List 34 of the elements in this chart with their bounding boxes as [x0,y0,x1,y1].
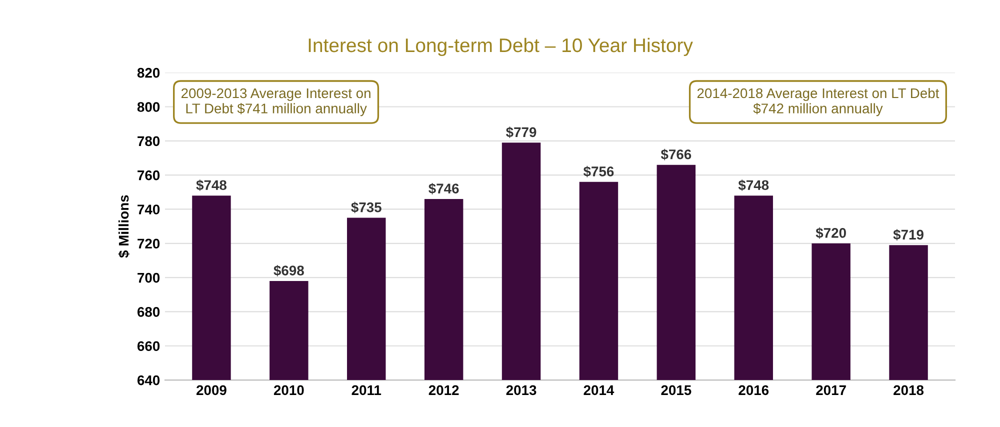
y-tick-label: 760 [138,170,160,180]
y-tick-label: 660 [137,341,160,352]
data-label: $748 [196,180,226,191]
y-tick-label: 720 [138,238,160,249]
y-tick-label: 740 [138,204,160,214]
data-label: $756 [583,166,614,178]
x-tick-label: 2017 [816,385,846,396]
data-label: $720 [816,227,846,239]
x-tick-label: 2016 [738,385,769,396]
x-tick-label: 2011 [352,385,382,396]
y-tick-label: 680 [137,307,160,317]
data-label: $746 [428,183,459,194]
data-label: $698 [274,265,304,276]
x-tick-label: 2010 [274,385,304,396]
x-tick-label: 2014 [584,385,614,396]
y-axis-title: $ Millions [118,195,130,258]
x-tick-label: 2009 [196,385,226,396]
x-tick-label: 2015 [661,385,692,396]
data-label: $779 [506,126,536,138]
data-label: $735 [351,202,382,214]
x-tick-label: 2018 [894,385,924,396]
x-tick-label: 2013 [506,385,536,396]
data-label: $766 [660,148,692,160]
annotation: 2009-2013 Average Interest on LT Debt $741 million annually [182,88,370,116]
y-tick-label: 700 [138,272,160,283]
y-tick-label: 800 [137,102,160,112]
y-tick-label: 640 [137,375,160,386]
annotation: 2014-2018 Average Interest on LT Debt $742 million annually [697,88,940,116]
x-tick-label: 2012 [428,385,459,396]
data-label: $719 [893,229,924,240]
y-tick-label: 820 [137,68,160,78]
chart-title: Interest on Long-term Debt – 10 Year History [308,38,693,56]
data-label: $748 [738,180,769,191]
y-tick-label: 780 [138,136,160,146]
